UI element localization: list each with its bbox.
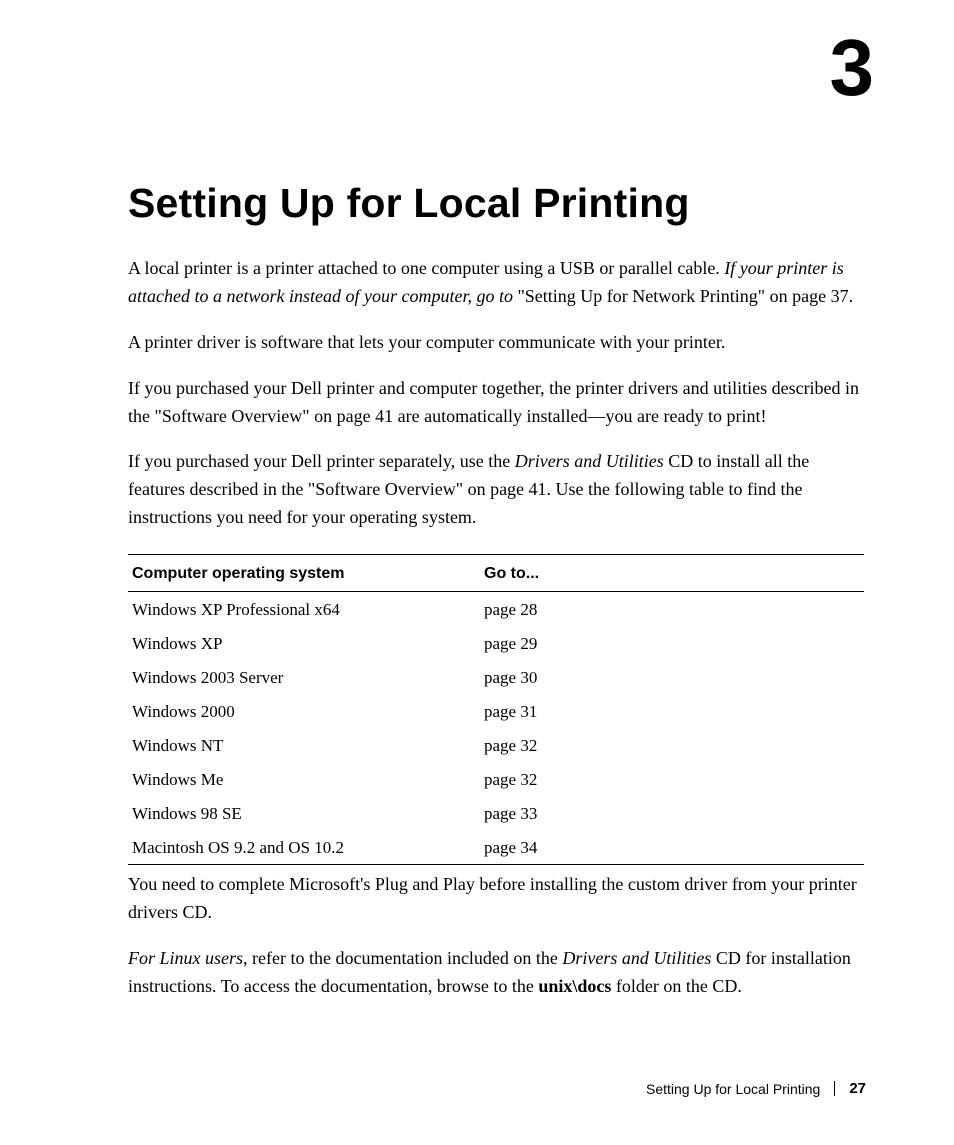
table-row: Windows NT page 32 [128, 728, 864, 762]
intro-paragraph-4: If you purchased your Dell printer separ… [128, 448, 864, 532]
table-header-row: Computer operating system Go to... [128, 555, 864, 592]
p1-seg3: "Setting Up for Network Printing" on pag… [517, 286, 853, 306]
p6-seg1-italic: For Linux users [128, 948, 243, 968]
os-cell: Windows 2003 Server [128, 668, 484, 688]
table-row: Windows 2003 Server page 30 [128, 660, 864, 694]
os-table: Computer operating system Go to... Windo… [128, 554, 864, 865]
post-table-paragraph: You need to complete Microsoft's Plug an… [128, 871, 864, 927]
page-title: Setting Up for Local Printing [128, 180, 864, 227]
goto-cell: page 34 [484, 838, 864, 858]
table-row: Macintosh OS 9.2 and OS 10.2 page 34 [128, 830, 864, 864]
footer-section: Setting Up for Local Printing [646, 1081, 820, 1097]
table-row: Windows XP Professional x64 page 28 [128, 592, 864, 626]
goto-cell: page 31 [484, 702, 864, 722]
page-container: 3 Setting Up for Local Printing A local … [0, 0, 954, 1145]
goto-cell: page 32 [484, 770, 864, 790]
p4-seg2-italic: Drivers and Utilities [515, 451, 664, 471]
goto-cell: page 28 [484, 600, 864, 620]
intro-paragraph-1: A local printer is a printer attached to… [128, 255, 864, 311]
p6-seg2: , refer to the documentation included on… [243, 948, 562, 968]
os-cell: Windows 98 SE [128, 804, 484, 824]
table-header-os: Computer operating system [128, 565, 484, 583]
goto-cell: page 33 [484, 804, 864, 824]
p4-seg1: If you purchased your Dell printer separ… [128, 451, 515, 471]
chapter-number: 3 [830, 28, 875, 108]
os-cell: Windows Me [128, 770, 484, 790]
p6-seg6: folder on the CD. [611, 976, 741, 996]
os-cell: Windows NT [128, 736, 484, 756]
table-row: Windows 98 SE page 33 [128, 796, 864, 830]
goto-cell: page 29 [484, 634, 864, 654]
os-cell: Windows XP [128, 634, 484, 654]
footer-separator [834, 1081, 835, 1096]
p1-seg1: A local printer is a printer attached to… [128, 258, 724, 278]
os-cell: Windows XP Professional x64 [128, 600, 484, 620]
footer-page-number: 27 [849, 1080, 866, 1097]
p6-seg3-italic: Drivers and Utilities [562, 948, 711, 968]
page-footer: Setting Up for Local Printing 27 [646, 1080, 866, 1097]
os-cell: Windows 2000 [128, 702, 484, 722]
goto-cell: page 32 [484, 736, 864, 756]
goto-cell: page 30 [484, 668, 864, 688]
p6-seg5-bold: unix\docs [538, 976, 611, 996]
table-header-goto: Go to... [484, 565, 864, 583]
table-body: Windows XP Professional x64 page 28 Wind… [128, 592, 864, 865]
linux-paragraph: For Linux users, refer to the documentat… [128, 945, 864, 1001]
os-cell: Macintosh OS 9.2 and OS 10.2 [128, 838, 484, 858]
intro-paragraph-2: A printer driver is software that lets y… [128, 329, 864, 357]
table-row: Windows XP page 29 [128, 626, 864, 660]
table-row: Windows 2000 page 31 [128, 694, 864, 728]
table-row: Windows Me page 32 [128, 762, 864, 796]
intro-paragraph-3: If you purchased your Dell printer and c… [128, 375, 864, 431]
